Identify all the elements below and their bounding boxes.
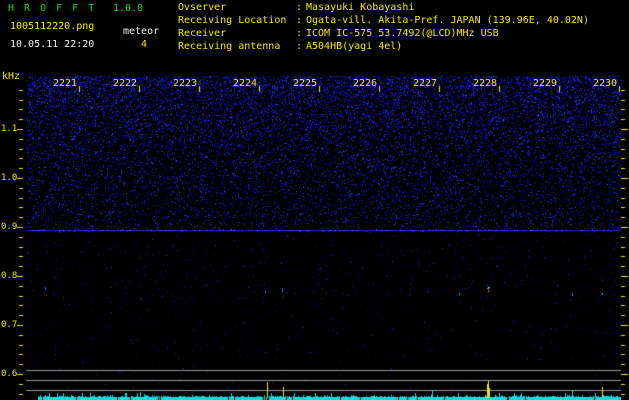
app-title: H R O F F T bbox=[8, 3, 97, 14]
output-filename: 1005112220.png bbox=[10, 21, 95, 32]
time-label-9: 2230 bbox=[593, 78, 618, 89]
freq-label-0-8: 0.8 bbox=[1, 271, 18, 281]
info-label: Receiving Location bbox=[178, 15, 287, 26]
time-label-8: 2229 bbox=[533, 78, 558, 89]
info-value: ICOM IC-575 53.7492(@LCD)MHz USB bbox=[306, 28, 499, 39]
freq-label-1-1: 1.1 bbox=[1, 124, 18, 134]
time-label-0: 2221 bbox=[53, 78, 78, 89]
info-row-location: Receiving Location: Ogata-vill. Akita-Pre… bbox=[178, 15, 589, 26]
info-value: Ogata-vill. Akita-Pref. JAPAN (139.96E, … bbox=[306, 15, 589, 26]
info-label: Ovserver bbox=[178, 2, 227, 13]
info-value: A504HB(yagi 4el) bbox=[306, 41, 403, 52]
time-label-5: 2226 bbox=[353, 78, 378, 89]
info-row-observer: Ovserver: Masayuki Kobayashi bbox=[178, 2, 414, 13]
info-colon: : bbox=[296, 28, 303, 39]
meteor-count: 4 bbox=[141, 39, 148, 50]
time-label-6: 2227 bbox=[413, 78, 438, 89]
info-label: Receiver bbox=[178, 28, 227, 39]
freq-unit-label: kHz bbox=[2, 71, 21, 82]
freq-label-0-9: 0.9 bbox=[1, 222, 18, 232]
freq-label-0-6: 0.6 bbox=[1, 369, 18, 379]
time-label-4: 2225 bbox=[293, 78, 318, 89]
info-colon: : bbox=[296, 15, 303, 26]
info-colon: : bbox=[296, 2, 303, 13]
info-row-antenna: Receiving antenna: A504HB(yagi 4el) bbox=[178, 41, 402, 52]
freq-label-0-7: 0.7 bbox=[1, 320, 18, 330]
datetime-label: 10.05.11 22:20 bbox=[10, 39, 95, 50]
time-label-7: 2228 bbox=[473, 78, 498, 89]
time-label-3: 2224 bbox=[233, 78, 258, 89]
info-row-receiver: Receiver: ICOM IC-575 53.7492(@LCD)MHz US… bbox=[178, 28, 499, 39]
info-value: Masayuki Kobayashi bbox=[306, 2, 415, 13]
info-colon: : bbox=[296, 41, 303, 52]
app-version: 1.0.0 bbox=[113, 3, 144, 14]
mode-label: meteor bbox=[123, 26, 160, 37]
freq-label-1-0: 1.0 bbox=[1, 173, 18, 183]
time-label-1: 2222 bbox=[113, 78, 138, 89]
time-label-2: 2223 bbox=[173, 78, 198, 89]
info-label: Receiving antenna bbox=[178, 41, 281, 52]
